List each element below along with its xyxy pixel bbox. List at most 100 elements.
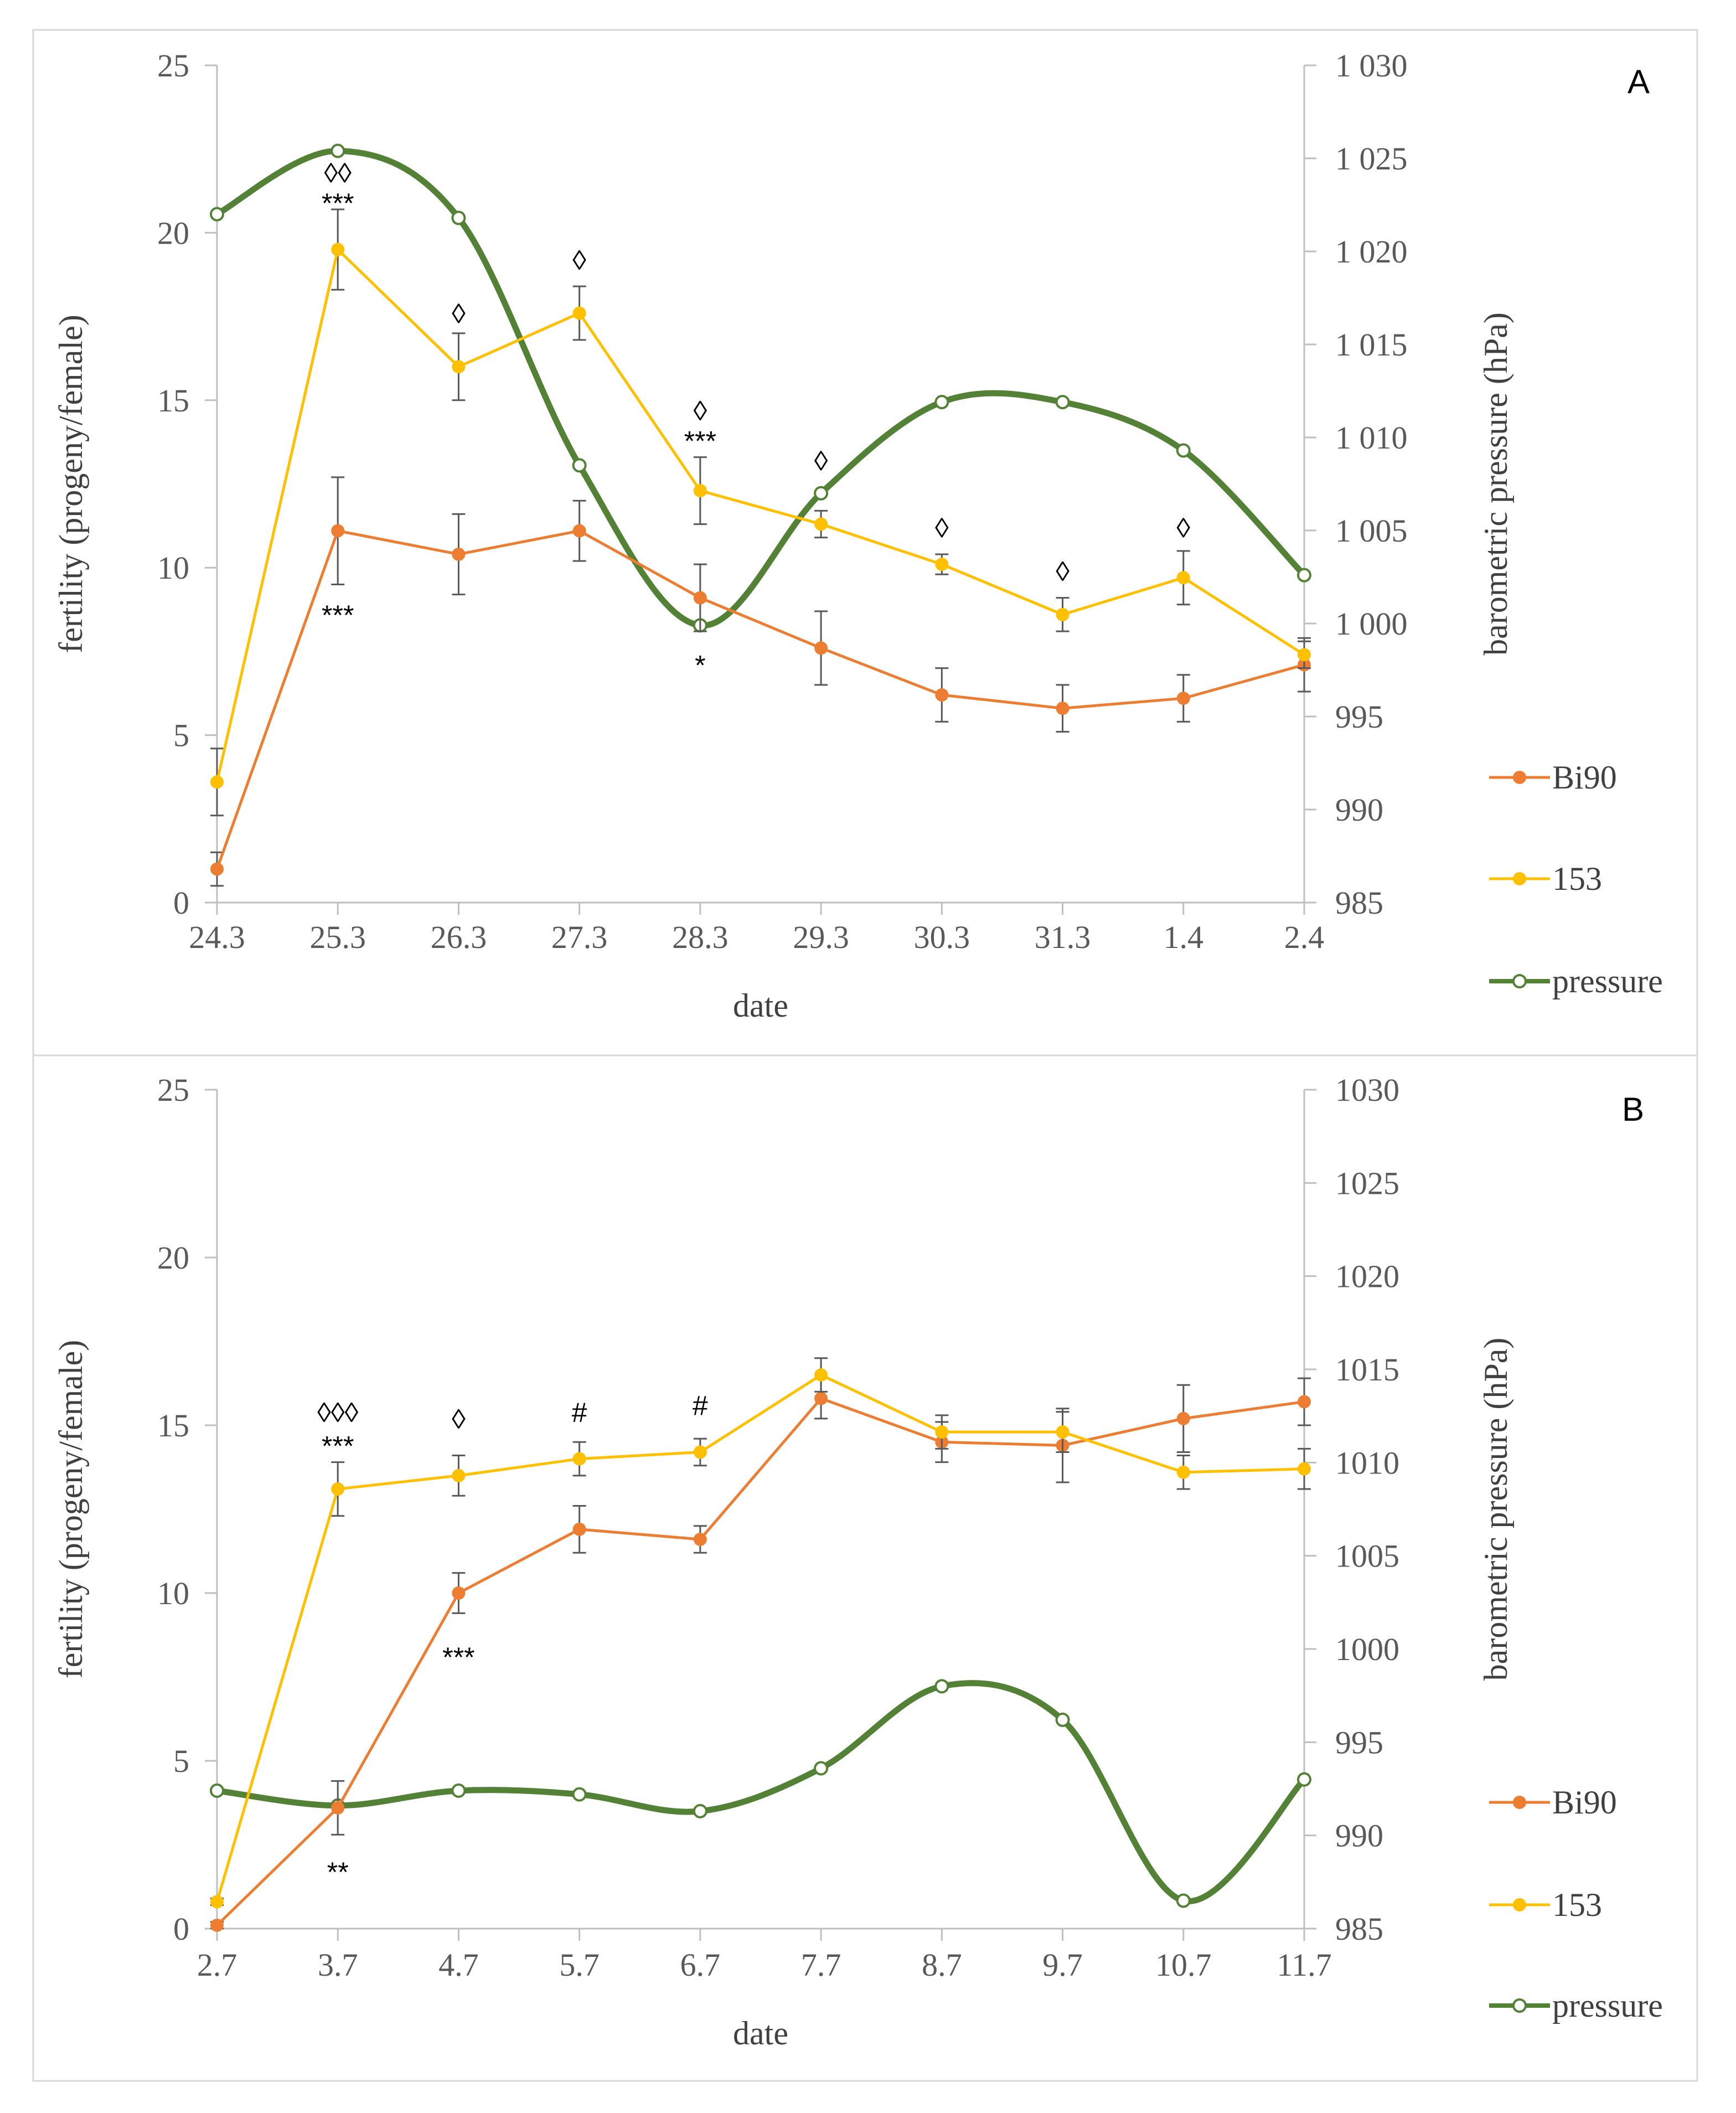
point-pressure — [1297, 1772, 1311, 1787]
point-153 — [935, 558, 949, 571]
significance-marker: # — [693, 1390, 708, 1421]
legend-marker-bi90 — [1513, 771, 1526, 784]
legend-label-bi90: Bi90 — [1552, 759, 1617, 796]
point-bi90 — [693, 1533, 707, 1547]
point-bi90 — [1176, 692, 1190, 705]
significance-marker: ◊ — [452, 1404, 466, 1435]
panel-label: A — [1628, 63, 1650, 100]
y-tick-label-right: 1 025 — [1335, 141, 1408, 177]
significance-marker: ◊ — [1176, 513, 1190, 544]
y-axis-label-left: fertility (progeny/female) — [53, 1340, 89, 1678]
legend-label-pressure: pressure — [1552, 1987, 1663, 2024]
y-tick-label-right: 1 000 — [1335, 606, 1408, 642]
significance-marker: # — [572, 1397, 587, 1428]
y-tick-label-right: 1 020 — [1335, 234, 1408, 270]
point-pressure — [1055, 1712, 1070, 1727]
point-bi90 — [210, 862, 224, 876]
significance-marker: ◊ — [452, 298, 466, 329]
y-tick-label-left: 5 — [173, 1743, 189, 1779]
series-line-bi90 — [216, 1396, 1305, 1926]
x-tick-label: 8.7 — [922, 1947, 962, 1983]
significance-marker: ** — [327, 1857, 349, 1888]
point-153 — [572, 1452, 586, 1466]
y-tick-label-right: 1005 — [1335, 1538, 1399, 1574]
x-tick-label: 29.3 — [793, 919, 849, 955]
significance-marker: ◊ — [572, 245, 586, 276]
x-tick-label: 27.3 — [551, 919, 608, 955]
y-tick-label-right: 995 — [1335, 1724, 1383, 1760]
y-tick-label-left: 10 — [157, 550, 189, 586]
point-pressure — [814, 1761, 829, 1776]
panel-label: B — [1622, 1091, 1644, 1128]
x-tick-label: 30.3 — [914, 919, 970, 955]
y-axis-label-right: barometric pressure (hPa) — [1477, 1338, 1514, 1681]
point-bi90 — [814, 641, 828, 655]
point-pressure — [572, 458, 587, 473]
significance-marker: *** — [684, 425, 716, 456]
series-line-153 — [215, 246, 1305, 782]
x-tick-label: 6.7 — [680, 1947, 721, 1983]
x-tick-label: 24.3 — [189, 919, 245, 955]
point-153 — [1298, 1462, 1311, 1476]
significance-marker: ◊◊ — [324, 158, 352, 189]
point-bi90 — [210, 1918, 224, 1932]
point-bi90 — [452, 1586, 466, 1600]
x-tick-label: 25.3 — [309, 919, 366, 955]
point-153 — [1298, 648, 1311, 662]
legend-marker-153 — [1513, 1898, 1526, 1911]
legend-label-153: 153 — [1552, 860, 1602, 897]
significance-marker: ◊ — [935, 513, 949, 544]
point-pressure — [934, 1679, 949, 1694]
point-153 — [331, 1482, 345, 1496]
point-bi90 — [693, 591, 707, 605]
point-bi90 — [1176, 1411, 1190, 1425]
point-153 — [693, 484, 707, 498]
point-bi90 — [814, 1392, 828, 1405]
point-bi90 — [331, 1801, 345, 1815]
y-tick-label-left: 15 — [157, 383, 189, 419]
point-153 — [693, 1445, 707, 1459]
panel-b-frame — [32, 1054, 1698, 2082]
point-153 — [452, 360, 466, 374]
significance-marker: * — [695, 650, 705, 681]
x-tick-label: 26.3 — [431, 919, 487, 955]
point-pressure — [451, 210, 466, 225]
point-153 — [331, 243, 345, 256]
y-tick-label-right: 1 030 — [1335, 48, 1408, 84]
point-pressure — [451, 1783, 466, 1798]
y-tick-label-right: 1 005 — [1335, 513, 1408, 549]
x-axis-label: date — [733, 987, 788, 1024]
series-line-pressure — [215, 148, 1306, 628]
point-153 — [814, 1368, 828, 1382]
significance-marker: *** — [442, 1642, 474, 1673]
x-tick-label: 2.7 — [197, 1947, 237, 1983]
y-tick-label-left: 0 — [173, 1911, 189, 1947]
point-pressure — [693, 1803, 707, 1818]
x-tick-label: 28.3 — [672, 919, 728, 955]
significance-marker: ◊ — [694, 395, 707, 426]
point-153 — [1056, 607, 1070, 621]
point-153 — [1176, 571, 1190, 585]
x-tick-label: 2.4 — [1284, 919, 1325, 955]
point-153 — [572, 306, 586, 320]
y-tick-label-left: 25 — [157, 1072, 189, 1108]
y-tick-label-right: 1000 — [1335, 1631, 1399, 1667]
y-tick-label-right: 1010 — [1335, 1445, 1399, 1481]
x-tick-label: 10.7 — [1155, 1947, 1212, 1983]
x-tick-label: 1.4 — [1164, 919, 1204, 955]
significance-marker: ◊ — [814, 446, 828, 477]
y-tick-label-right: 985 — [1335, 885, 1383, 921]
point-153 — [210, 1895, 224, 1909]
y-tick-label-left: 20 — [157, 1240, 189, 1276]
point-153 — [935, 1425, 949, 1439]
legend-label-153: 153 — [1552, 1887, 1602, 1923]
point-153 — [452, 1468, 466, 1482]
panel-b: 0510152025985990995100010051010101510201… — [53, 1072, 1663, 2052]
point-pressure — [1176, 443, 1191, 458]
x-tick-label: 7.7 — [801, 1947, 841, 1983]
point-pressure — [210, 207, 224, 221]
series-line-bi90 — [215, 529, 1305, 870]
legend-label-bi90: Bi90 — [1552, 1784, 1617, 1821]
